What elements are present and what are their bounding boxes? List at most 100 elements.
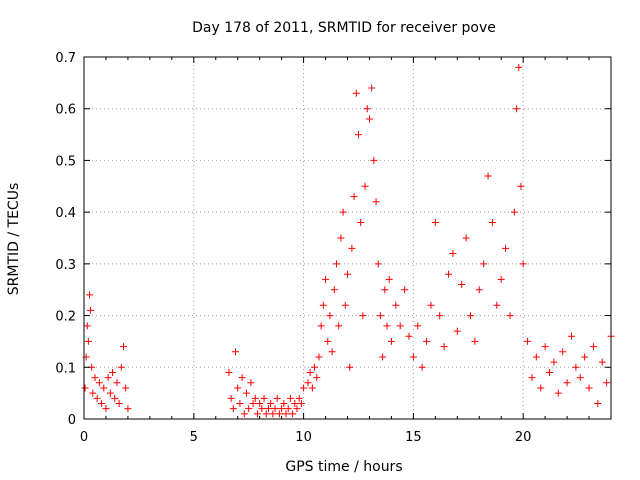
plot-frame [83, 56, 612, 420]
data-point [308, 384, 316, 392]
data-point [313, 374, 321, 382]
data-point [328, 348, 336, 356]
data-point [341, 301, 349, 309]
x-tick-label: 20 [515, 430, 532, 445]
data-point [350, 193, 358, 201]
data-point [293, 405, 301, 413]
y-tick-label: 0.6 [55, 103, 76, 118]
data-point [247, 379, 255, 387]
data-point [484, 172, 492, 180]
data-point [445, 270, 453, 278]
data-point [330, 286, 338, 294]
data-point [510, 208, 518, 216]
data-point [319, 301, 327, 309]
data-point [541, 343, 549, 351]
data-point [423, 337, 431, 345]
y-tick-label: 0.4 [55, 206, 76, 221]
data-point [497, 275, 505, 283]
data-point [436, 312, 444, 320]
data-point [361, 182, 369, 190]
data-point [466, 312, 474, 320]
data-point [379, 353, 387, 361]
data-point [440, 343, 448, 351]
data-point [374, 260, 382, 268]
data-point [517, 182, 525, 190]
data-point [427, 301, 435, 309]
data-point [115, 399, 123, 407]
data-point [493, 301, 501, 309]
data-point [372, 198, 380, 206]
data-point [238, 374, 246, 382]
data-point [354, 131, 362, 139]
data-point [409, 353, 417, 361]
data-point [475, 286, 483, 294]
y-tick-label: 0.5 [55, 154, 76, 169]
data-point [260, 394, 268, 402]
data-point [572, 363, 580, 371]
data-point [576, 374, 584, 382]
data-point [249, 399, 257, 407]
data-point [418, 363, 426, 371]
data-point [271, 405, 279, 413]
data-point [282, 410, 290, 418]
data-point [431, 218, 439, 226]
x-tick-label: 15 [405, 430, 422, 445]
data-point [106, 389, 114, 397]
data-point [81, 384, 89, 392]
ticks: 0 0.1 0.2 0.3 0.4 0.5 0.6 0.7 0 5 10 15 20 [55, 51, 612, 445]
data-point [289, 410, 297, 418]
data-point [368, 84, 376, 92]
data-point [251, 394, 259, 402]
y-axis-label: SRMTID / TECUs [6, 183, 22, 296]
data-point [401, 286, 409, 294]
data-point [598, 358, 606, 366]
data-point [567, 332, 575, 340]
data-point [376, 312, 384, 320]
data-point [91, 374, 99, 382]
data-point [513, 105, 521, 113]
data-point [300, 384, 308, 392]
data-point [524, 337, 532, 345]
data-point [339, 208, 347, 216]
x-axis-label: GPS time / hours [285, 459, 402, 475]
data-point [267, 399, 275, 407]
data-point [278, 405, 286, 413]
data-point [370, 156, 378, 164]
data-point [333, 260, 341, 268]
data-point [585, 384, 593, 392]
y-tick-label: 0 [68, 413, 76, 428]
data-point [315, 353, 323, 361]
data-point [284, 405, 292, 413]
data-point [515, 63, 523, 71]
x-tick-label: 0 [80, 430, 88, 445]
data-point [348, 244, 356, 252]
data-point [550, 358, 558, 366]
data-point [381, 286, 389, 294]
data-point [383, 322, 391, 330]
data-point [546, 368, 554, 376]
data-point [453, 327, 461, 335]
data-point [344, 270, 351, 278]
data-point [100, 384, 108, 392]
data-point [554, 389, 562, 397]
data-point [85, 291, 93, 299]
data-point [273, 394, 281, 402]
data-point [502, 244, 510, 252]
data-point [335, 322, 343, 330]
y-tick-label: 0.2 [55, 310, 76, 325]
data-point [352, 89, 360, 97]
data-point [117, 363, 125, 371]
data-point [392, 301, 400, 309]
data-point [359, 312, 367, 320]
data-point [324, 337, 332, 345]
data-point [295, 394, 303, 402]
data-point [563, 379, 571, 387]
data-point [275, 410, 283, 418]
data-point [120, 343, 128, 351]
data-point [506, 312, 514, 320]
data-point [229, 405, 237, 413]
data-point [458, 281, 466, 289]
data-point [102, 405, 110, 413]
grid [84, 57, 611, 419]
